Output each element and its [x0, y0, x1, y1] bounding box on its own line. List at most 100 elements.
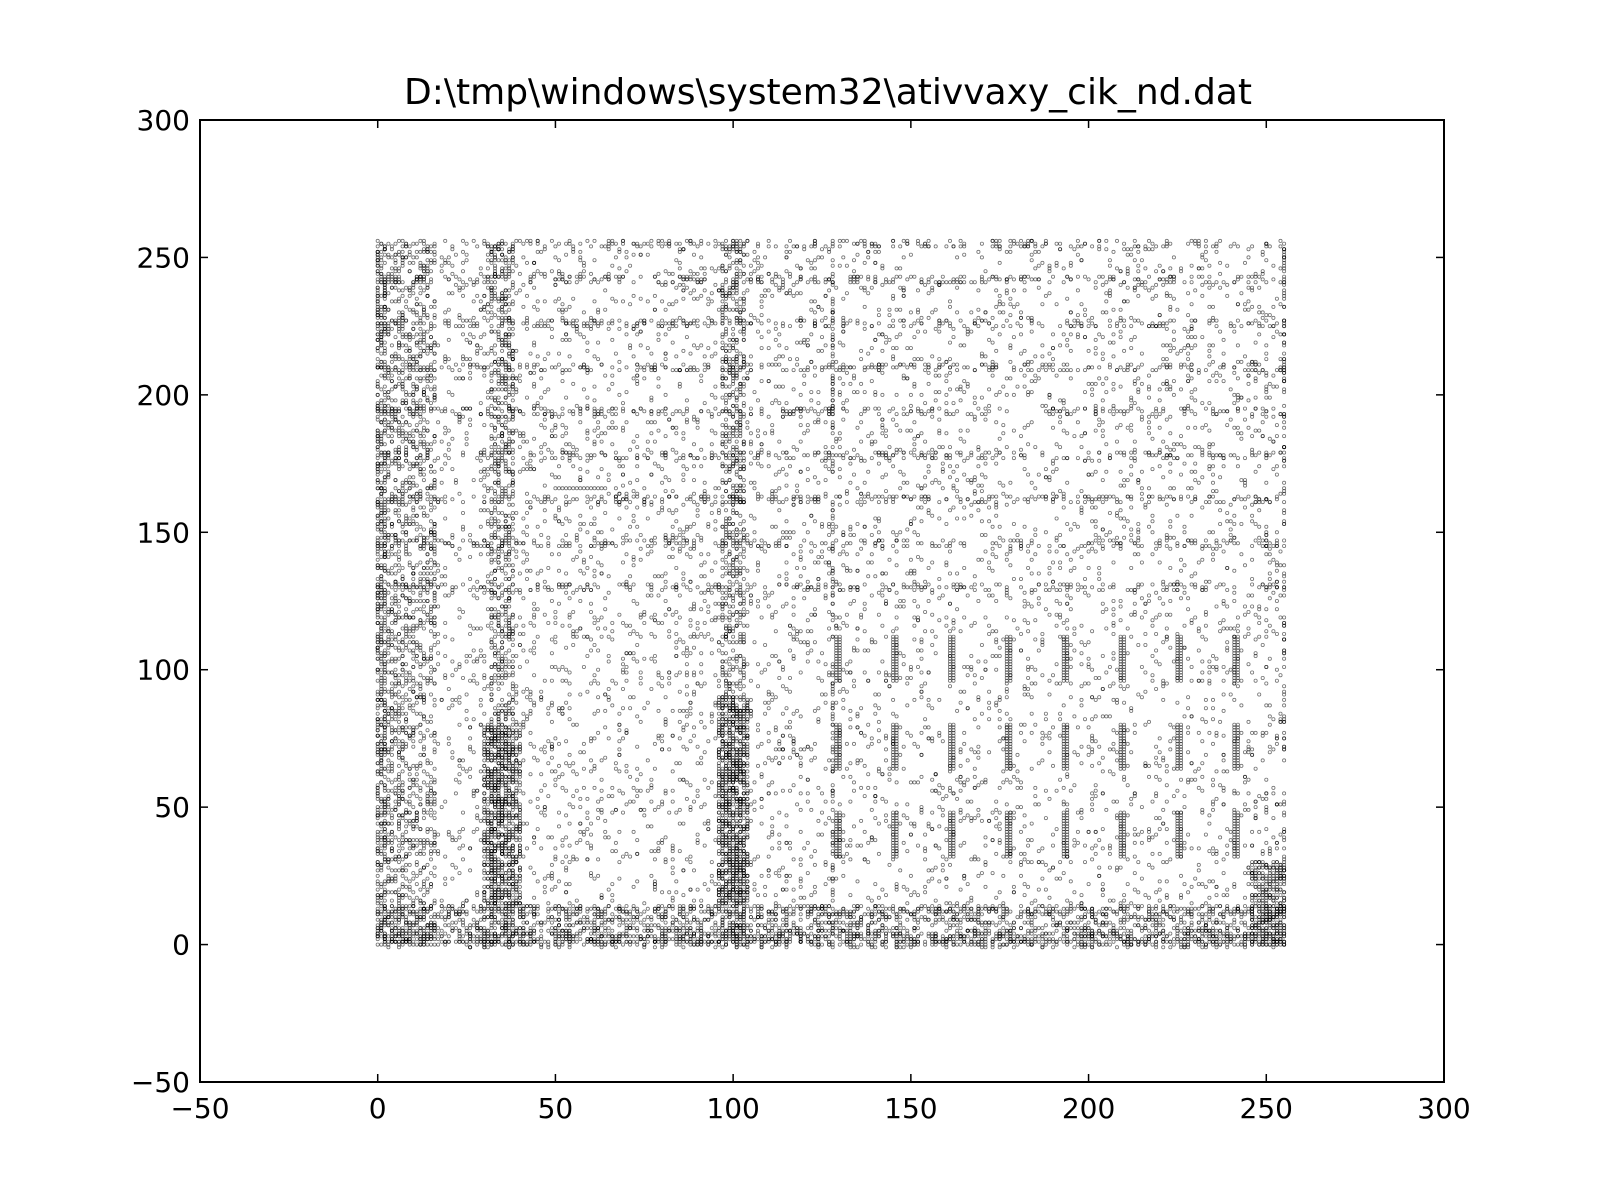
scatter-point: [485, 574, 490, 579]
scatter-point: [1171, 296, 1176, 301]
scatter-point: [763, 431, 768, 436]
scatter-point: [468, 332, 473, 337]
scatter-point: [1132, 335, 1137, 340]
scatter-point: [1065, 480, 1070, 485]
scatter-point: [997, 260, 1002, 265]
scatter-point: [684, 796, 689, 801]
scatter-point: [880, 887, 885, 892]
scatter-point: [752, 799, 757, 804]
scatter-point: [1079, 508, 1084, 513]
scatter-point: [585, 431, 590, 436]
scatter-point: [1168, 722, 1173, 727]
scatter-point: [1214, 379, 1219, 384]
chart-title: D:\tmp\windows\system32\ativvaxy_cik_nd.…: [404, 72, 1252, 113]
scatter-point: [571, 249, 576, 254]
scatter-point: [571, 769, 576, 774]
scatter-point: [699, 535, 704, 540]
scatter-point: [1243, 417, 1248, 422]
scatter-point: [464, 769, 469, 774]
scatter-point: [517, 271, 522, 276]
scatter-point: [635, 381, 640, 386]
scatter-point: [791, 656, 796, 661]
scatter-point: [581, 335, 586, 340]
scatter-point: [571, 643, 576, 648]
scatter-point: [720, 607, 725, 612]
scatter-point: [1054, 549, 1059, 554]
scatter-point: [549, 700, 554, 705]
scatter-point: [780, 324, 785, 329]
scatter-point: [581, 829, 586, 834]
scatter-point: [1015, 777, 1020, 782]
scatter-point: [859, 348, 864, 353]
scatter-point: [610, 373, 615, 378]
scatter-point: [756, 722, 761, 727]
scatter-point: [763, 549, 768, 554]
scatter-point: [1143, 266, 1148, 271]
scatter-point: [844, 851, 849, 856]
scatter-point: [453, 252, 458, 257]
scatter-point: [852, 472, 857, 477]
scatter-point: [1100, 335, 1105, 340]
scatter-point: [1232, 590, 1237, 595]
scatter-point: [930, 736, 935, 741]
scatter-point: [713, 527, 718, 532]
scatter-point: [535, 412, 540, 417]
scatter-point: [976, 288, 981, 293]
scatter-point: [695, 502, 700, 507]
scatter-point: [645, 439, 650, 444]
scatter-point: [535, 403, 540, 408]
scatter-point: [1271, 590, 1276, 595]
scatter-point: [741, 332, 746, 337]
scatter-point: [471, 593, 476, 598]
scatter-point: [517, 571, 522, 576]
scatter-point: [834, 524, 839, 529]
scatter-point: [564, 307, 569, 312]
scatter-point: [453, 667, 458, 672]
scatter-point: [1054, 516, 1059, 521]
scatter-point: [464, 258, 469, 263]
scatter-point: [478, 697, 483, 702]
scatter-point: [443, 258, 448, 263]
scatter-point: [674, 508, 679, 513]
scatter-point: [702, 288, 707, 293]
scatter-point: [1132, 827, 1137, 832]
scatter-point: [421, 736, 426, 741]
scatter-point: [549, 335, 554, 340]
scatter-point: [464, 442, 469, 447]
scatter-point: [1196, 629, 1201, 634]
scatter-point: [532, 645, 537, 650]
scatter-point: [1179, 494, 1184, 499]
scatter-point: [752, 249, 757, 254]
scatter-point: [667, 810, 672, 815]
scatter-point: [482, 739, 487, 744]
scatter-point: [1186, 890, 1191, 895]
scatter-point: [1179, 472, 1184, 477]
scatter-point: [937, 428, 942, 433]
scatter-point: [528, 648, 533, 653]
scatter-point: [919, 810, 924, 815]
scatter-point: [699, 761, 704, 766]
scatter-point: [1090, 763, 1095, 768]
scatter-point: [1033, 722, 1038, 727]
scatter-point: [1260, 269, 1265, 274]
scatter-point: [987, 689, 992, 694]
scatter-point: [994, 637, 999, 642]
scatter-point: [1097, 423, 1102, 428]
scatter-point: [1079, 651, 1084, 656]
scatter-point: [994, 667, 999, 672]
scatter-point: [1022, 373, 1027, 378]
scatter-point: [1225, 827, 1230, 832]
scatter-point: [862, 326, 867, 331]
scatter-point: [880, 282, 885, 287]
scatter-point: [944, 379, 949, 384]
scatter-point: [635, 505, 640, 510]
scatter-point: [450, 750, 455, 755]
scatter-point: [1203, 832, 1208, 837]
scatter-point: [460, 524, 465, 529]
scatter-point: [1207, 354, 1212, 359]
scatter-point: [756, 854, 761, 859]
scatter-point: [546, 566, 551, 571]
scatter-point: [1083, 843, 1088, 848]
scatter-point: [916, 744, 921, 749]
